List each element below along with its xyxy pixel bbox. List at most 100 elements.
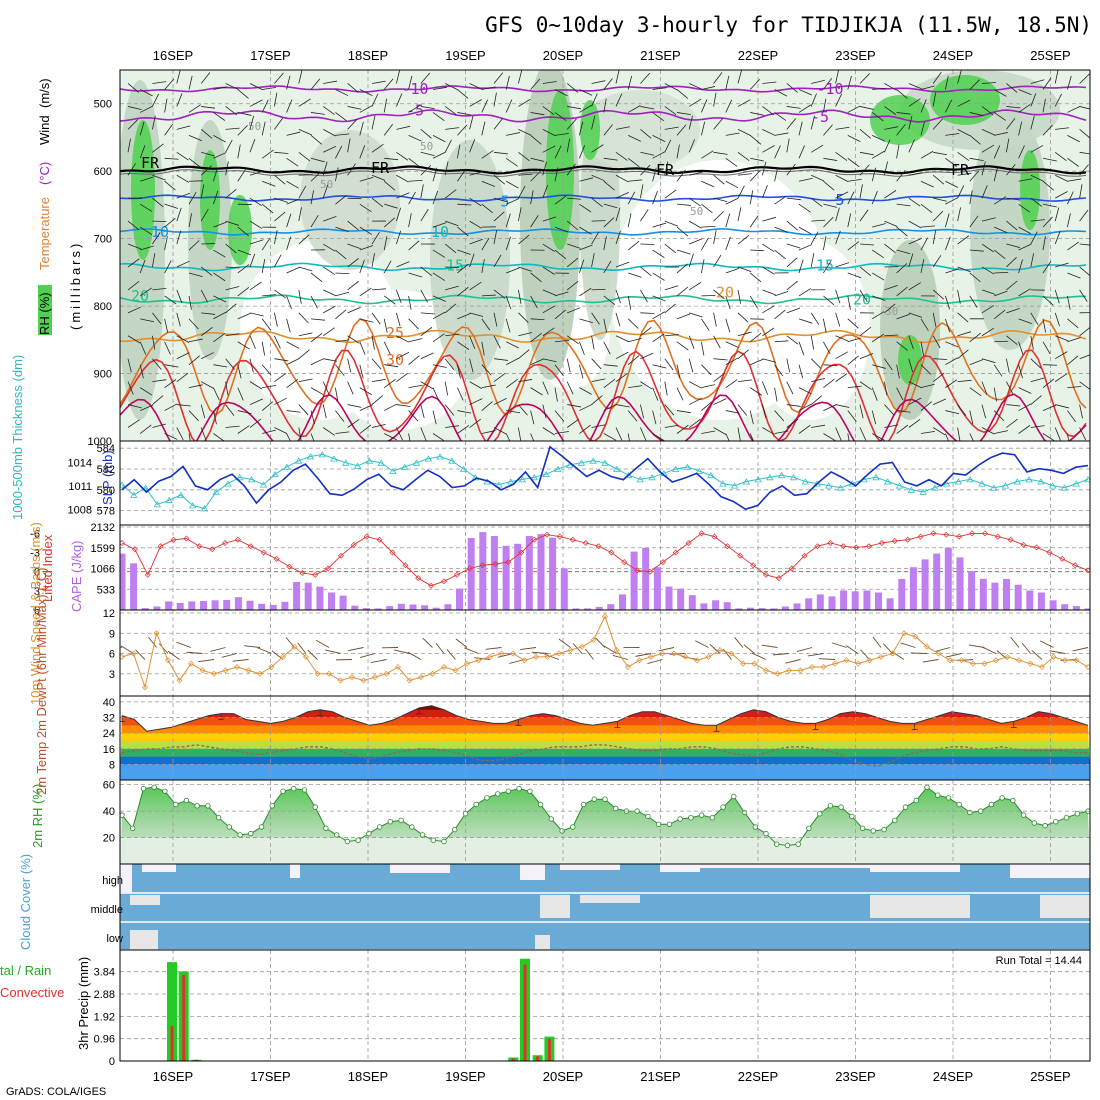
wind-speed-point — [406, 677, 413, 684]
wind-barb — [932, 372, 945, 382]
thickness-tick-label: 582 — [97, 464, 115, 476]
rh-point — [269, 803, 275, 809]
wind-barb — [188, 433, 191, 441]
wind-barb — [1079, 73, 1090, 84]
wind-barb — [1092, 89, 1100, 90]
lifted-index-point — [441, 578, 447, 585]
thickness-point — [895, 482, 904, 489]
wind-barb — [432, 433, 445, 441]
thickness-point — [1013, 478, 1022, 485]
cape-bar — [793, 603, 801, 610]
wind-barb — [957, 235, 970, 245]
wind-barb — [652, 222, 667, 228]
cape-bar — [421, 605, 429, 610]
wind-barb — [201, 106, 216, 109]
wind-barb — [176, 312, 181, 327]
bottom-date-label: 17SEP — [250, 1069, 290, 1084]
wind-barb — [823, 295, 835, 306]
wind-barb — [200, 72, 211, 84]
wind-barb — [823, 364, 838, 367]
wind-barb — [497, 653, 514, 658]
wind-barb — [725, 379, 738, 388]
wind-barb — [896, 249, 911, 255]
wind-barb — [1006, 220, 1018, 231]
wind-barb — [200, 404, 206, 419]
wind-barb — [640, 381, 653, 390]
wind-barb — [994, 89, 1007, 97]
wind-barb — [920, 383, 935, 389]
wind-barb — [652, 333, 665, 343]
wind-barb — [518, 266, 532, 272]
wind-barb — [798, 244, 813, 251]
wind-barb — [455, 638, 468, 648]
wind-barb — [884, 303, 896, 314]
wind-barb — [383, 295, 396, 305]
wind-barb — [1018, 145, 1025, 159]
wind-barb — [335, 133, 350, 136]
wind-barb — [957, 185, 965, 199]
wind-barb — [640, 209, 649, 222]
wind-barb — [579, 104, 592, 113]
wind-barb — [139, 287, 152, 297]
wind-barb — [1042, 157, 1057, 162]
wind-barb — [493, 174, 506, 185]
wind-barb — [457, 89, 469, 99]
wind-barb — [896, 203, 911, 207]
wind-barb — [994, 271, 1009, 274]
wind-barb — [640, 352, 654, 360]
cape-bar — [223, 599, 231, 610]
wind-barb — [688, 282, 702, 291]
thickness-point — [271, 470, 279, 478]
wind-barb — [120, 645, 134, 654]
wind-barb — [603, 645, 617, 654]
thickness-point — [518, 476, 527, 483]
rh-point — [1063, 815, 1070, 821]
wind-barb — [347, 280, 359, 291]
wind-barb — [1055, 335, 1069, 342]
wind-barb — [396, 192, 410, 199]
wind-barb — [457, 203, 472, 206]
cape-bar — [351, 605, 359, 610]
wind-barb — [1067, 135, 1080, 143]
wind-barb — [823, 260, 832, 274]
wind-barb — [615, 230, 621, 245]
thickness-point — [236, 474, 244, 481]
wind-barb — [713, 398, 727, 405]
wind-barb — [469, 253, 475, 268]
lifted-index-point — [982, 530, 988, 537]
lifted-index-point — [209, 546, 216, 553]
wind-barb — [481, 430, 496, 434]
cloud-gap — [1040, 895, 1090, 918]
wind-barb — [737, 349, 750, 360]
wind-barb — [859, 289, 868, 303]
wind-barb — [798, 259, 804, 274]
wind-barb — [1092, 191, 1097, 204]
wind-barb — [152, 395, 164, 405]
wind-barb — [896, 124, 906, 136]
wind-speed-point — [475, 657, 482, 664]
wind-barb — [701, 401, 713, 411]
wind-barb — [847, 157, 860, 167]
top-date-label: 17SEP — [250, 48, 290, 63]
wind-barb — [981, 327, 994, 337]
wind-barb — [676, 387, 684, 401]
wind-barb — [359, 226, 372, 235]
wind-barb — [591, 288, 606, 291]
cloud-gap — [660, 864, 700, 872]
wind-barb — [396, 174, 409, 183]
wind-barb — [232, 659, 249, 662]
wind-barb — [688, 220, 702, 229]
wind-barb — [664, 189, 677, 199]
wind-barb — [257, 647, 272, 654]
wind-barb — [664, 243, 676, 254]
wind-barb — [371, 253, 375, 268]
wind-barb — [796, 647, 813, 652]
wind-barb — [911, 652, 928, 654]
lifted-index-point — [505, 559, 512, 566]
bottom-date-label: 21SEP — [640, 1069, 680, 1084]
wind-barb — [554, 89, 568, 97]
thickness-point — [1060, 484, 1069, 491]
wind-barb — [493, 358, 508, 361]
wind-barb — [297, 642, 307, 654]
wind-barb — [786, 138, 790, 153]
